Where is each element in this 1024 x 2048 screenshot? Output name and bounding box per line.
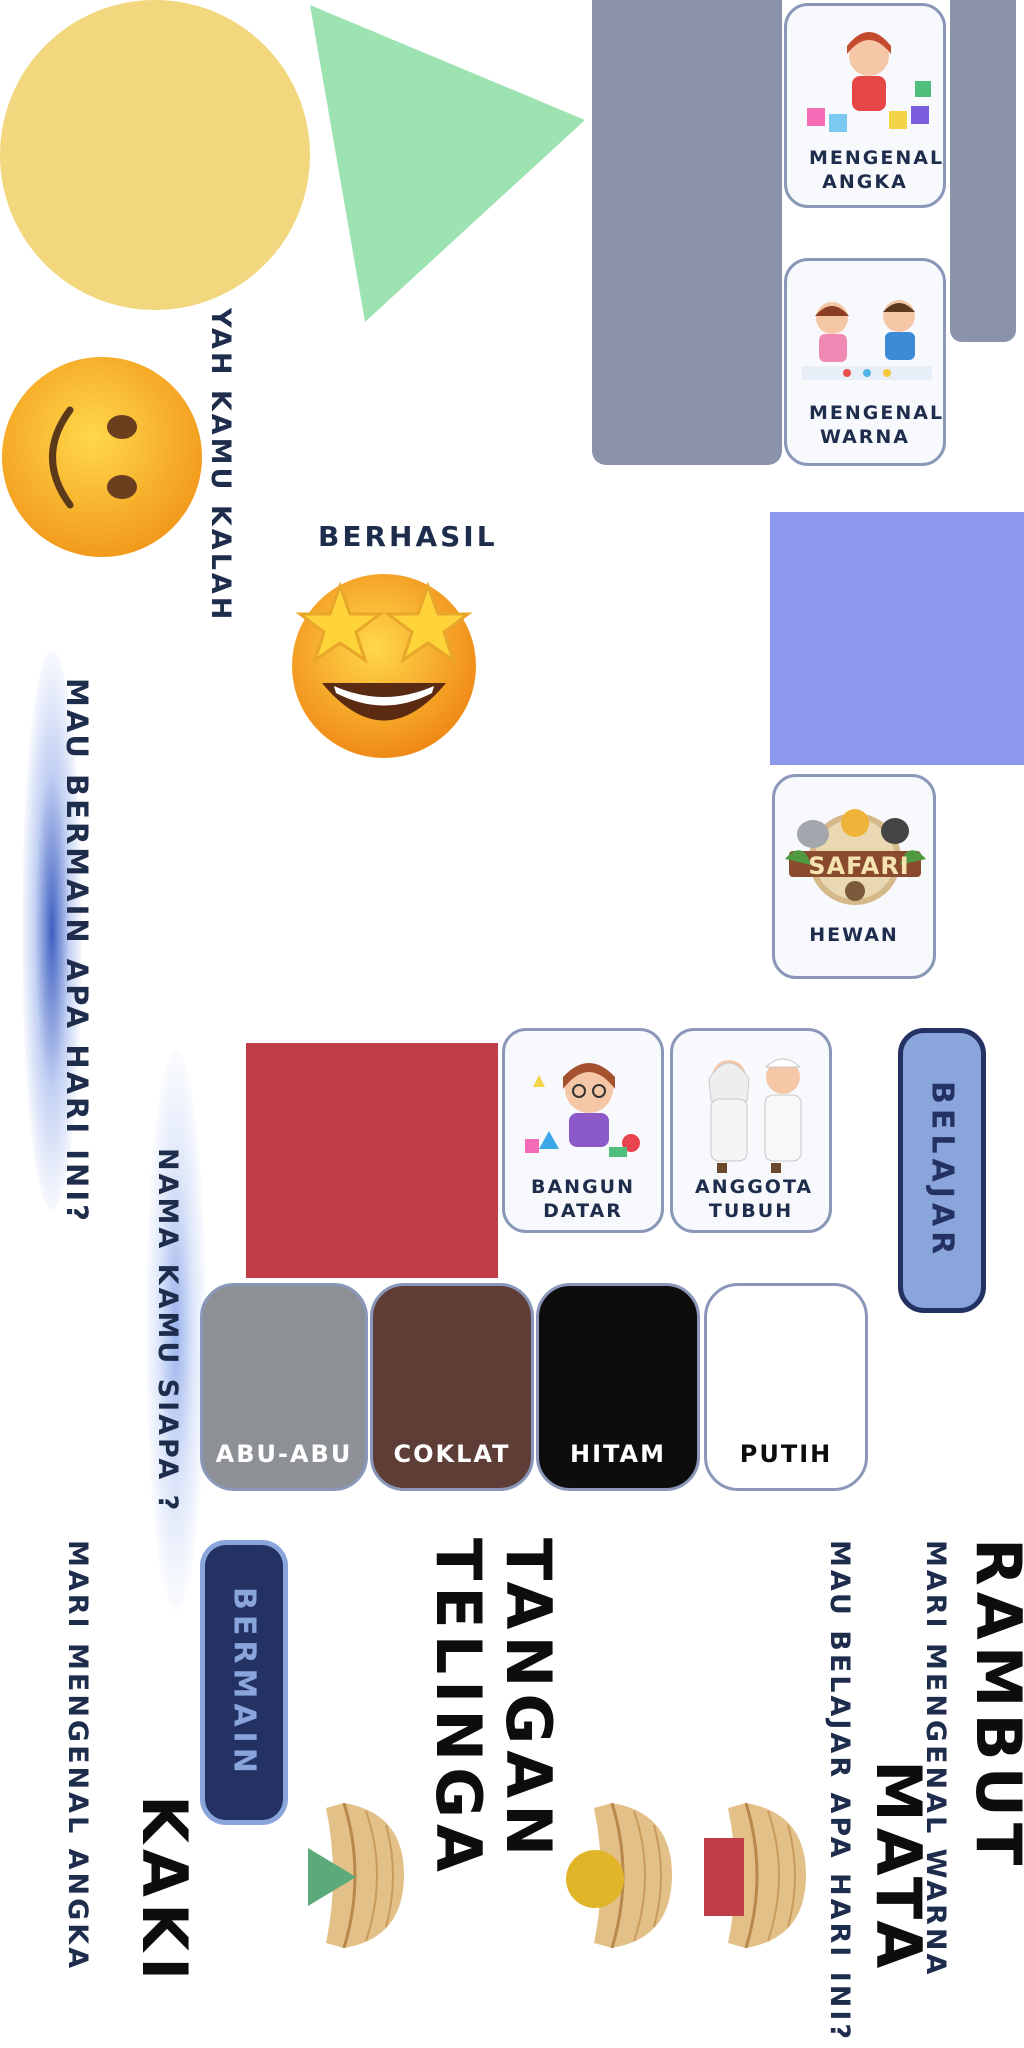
color-option-label: ABU-ABU	[215, 1440, 353, 1468]
menu-card-label: HEWAN	[809, 924, 899, 946]
bermain-button[interactable]: BERMAIN	[200, 1540, 288, 1825]
menu-card-label: MENGENAL ANGKA	[809, 147, 945, 193]
muslim-children-icon	[708, 1058, 802, 1173]
green-triangle-shape	[310, 5, 585, 322]
body-part-kaki: KAKI	[128, 1795, 201, 1987]
star-struck-face-icon	[292, 574, 476, 758]
menu-card-mengenal-warna[interactable]: MENGENAL WARNA	[784, 258, 946, 466]
basket-icon[interactable]	[728, 1803, 806, 1948]
girl-with-shapes-icon	[525, 1063, 640, 1157]
body-part-telinga: TELINGA	[422, 1538, 495, 1878]
periwinkle-square-shape	[770, 512, 1024, 765]
menu-card-label: MENGENAL WARNA	[809, 402, 945, 448]
children-painting-icon	[802, 300, 932, 380]
menu-card-label: ANGGOTA TUBUH	[695, 1176, 814, 1222]
belajar-button-label: BELAJAR	[924, 1081, 960, 1260]
play-question-heading: MAU BERMAIN APA HARI INI?	[60, 678, 94, 1224]
menu-card-label: BANGUN DATAR	[530, 1176, 635, 1222]
safari-logo-text: SAFARI	[808, 852, 910, 880]
child-with-number-blocks-icon	[807, 32, 931, 132]
body-part-tangan: TANGAN	[492, 1538, 565, 1863]
body-part-rambut: RAMBUT	[962, 1538, 1024, 1872]
color-option-label: PUTIH	[739, 1440, 833, 1468]
sad-face-icon	[2, 357, 202, 557]
slate-panel-right	[950, 0, 1016, 342]
belajar-button[interactable]: BELAJAR	[898, 1028, 986, 1313]
color-option-coklat[interactable]: COKLAT	[370, 1283, 534, 1491]
success-message: BERHASIL	[318, 520, 498, 553]
menu-card-anggota-tubuh[interactable]: ANGGOTA TUBUH	[670, 1028, 832, 1233]
color-option-abu-abu[interactable]: ABU-ABU	[200, 1283, 368, 1491]
safari-animals-icon	[785, 809, 926, 905]
blue-glow-decoration	[146, 1050, 206, 1610]
color-option-label: HITAM	[570, 1440, 666, 1468]
triangle-shape-item[interactable]	[306, 1846, 358, 1908]
menu-card-mengenal-angka[interactable]: MENGENAL ANGKA	[784, 3, 946, 208]
yellow-circle-shape	[0, 0, 310, 310]
learn-question-heading: MAU BELAJAR APA HARI INI?	[824, 1540, 855, 2043]
color-option-label: COKLAT	[393, 1440, 511, 1468]
red-square-shape	[246, 1043, 498, 1278]
color-option-putih[interactable]: PUTIH	[704, 1283, 868, 1491]
square-shape-item[interactable]	[704, 1838, 744, 1916]
color-option-hitam[interactable]: HITAM	[536, 1283, 700, 1491]
body-part-mata: MATA	[862, 1760, 935, 1975]
learn-colors-heading: MARI MENGENAL WARNA	[920, 1540, 951, 1978]
menu-card-bangun-datar[interactable]: BANGUN DATAR	[502, 1028, 664, 1233]
menu-card-hewan[interactable]: SAFARI HEWAN	[772, 774, 936, 979]
basket-icon[interactable]	[594, 1803, 672, 1948]
basket-icon[interactable]	[326, 1803, 404, 1948]
circle-shape-item[interactable]	[566, 1850, 624, 1908]
name-question-heading: NAMA KAMU SIAPA ?	[152, 1148, 183, 1514]
learn-numbers-heading: MARI MENGENAL ANGKA	[62, 1540, 93, 1972]
blue-glow-decoration	[22, 650, 82, 1210]
lose-message: YAH KAMU KALAH	[205, 308, 236, 623]
bermain-button-label: BERMAIN	[226, 1587, 262, 1778]
slate-panel-left	[592, 0, 782, 465]
